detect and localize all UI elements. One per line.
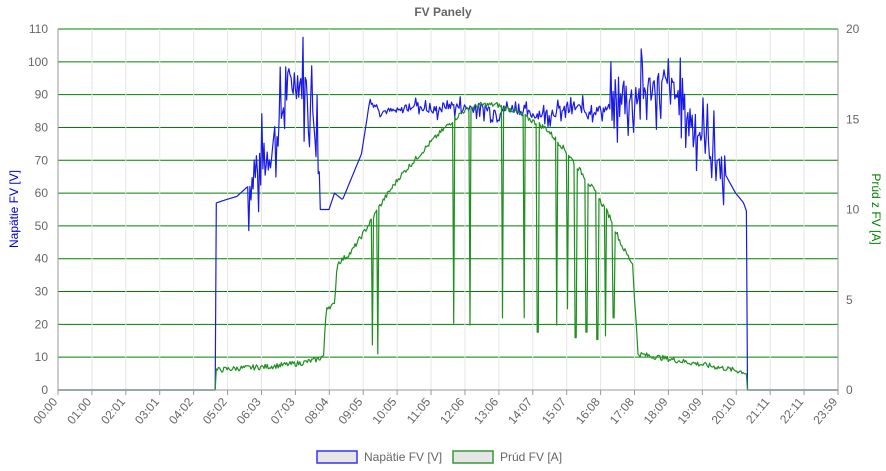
y-left-tick-label: 60 <box>35 186 49 200</box>
y-right-axis-title: Prúd z FV [A] <box>869 173 883 244</box>
x-tick-label: 03:01 <box>132 395 162 427</box>
x-tick-label: 10:05 <box>369 395 399 427</box>
x-tick-label: 19:09 <box>675 395 705 427</box>
grid <box>57 28 839 391</box>
x-tick-label: 14:07 <box>505 395 535 427</box>
x-tick-label: 20:10 <box>709 395 739 427</box>
x-tick-label: 12:06 <box>437 395 467 427</box>
x-tick-label: 05:02 <box>200 395 230 427</box>
legend-item-voltage[interactable]: Napätie FV [V] <box>316 450 442 464</box>
x-tick-label: 06:03 <box>234 395 264 427</box>
legend-label-voltage: Napätie FV [V] <box>364 450 442 464</box>
legend: Napätie FV [V] Prúd FV [A] <box>316 450 562 464</box>
x-tick-label: 16:08 <box>573 395 603 427</box>
x-tick-label: 01:00 <box>64 395 94 427</box>
legend-item-current[interactable]: Prúd FV [A] <box>452 450 562 464</box>
legend-swatch-current <box>452 450 494 464</box>
series-line-voltage <box>58 36 838 391</box>
x-tick-label: 08:04 <box>302 395 332 427</box>
y-left-axis-title: Napätie FV [V] <box>7 170 21 248</box>
y-left-tick-label: 90 <box>35 88 49 102</box>
x-tick-label: 18:09 <box>641 395 671 427</box>
x-tick-label: 13:06 <box>471 395 501 427</box>
y-right-tick-label: 20 <box>846 22 860 36</box>
y-right-tick-label: 15 <box>846 112 860 126</box>
series-line-current <box>58 101 838 391</box>
legend-label-current: Prúd FV [A] <box>500 450 562 464</box>
y-left-tick-label: 110 <box>29 22 48 36</box>
legend-swatch-voltage <box>316 450 358 464</box>
x-tick-label: 15:07 <box>539 395 569 427</box>
x-tick-label: 23:59 <box>810 395 840 427</box>
y-left-tick-label: 0 <box>41 383 48 397</box>
x-tick-label: 09:05 <box>335 395 365 427</box>
x-tick-label: 00:00 <box>30 395 60 427</box>
y-left-tick-label: 20 <box>35 317 49 331</box>
x-tick-label: 11:05 <box>404 395 434 427</box>
series-layer <box>58 36 838 391</box>
x-tick-label: 07:03 <box>268 395 298 427</box>
y-left-tick-label: 50 <box>35 219 49 233</box>
y-left-tick-label: 40 <box>35 252 49 266</box>
x-tick-label: 22:11 <box>777 395 807 427</box>
x-tick-label: 04:02 <box>166 395 196 427</box>
y-right-tick-label: 5 <box>846 293 853 307</box>
chart-title: FV Panely <box>414 5 472 19</box>
y-right-tick-label: 0 <box>846 383 853 397</box>
y-left-tick-label: 80 <box>35 120 49 134</box>
y-left-tick-label: 10 <box>35 350 49 364</box>
y-right-tick-label: 10 <box>846 203 860 217</box>
y-left-tick-label: 70 <box>35 153 49 167</box>
x-tick-label: 17:08 <box>607 395 637 427</box>
axes: 0 10 20 30 40 50 60 70 80 90 100 110 0 5 10 15 20 00:00 01… <box>28 22 860 427</box>
x-tick-label: 02:01 <box>98 395 128 427</box>
x-tick-label: 21:11 <box>743 395 773 427</box>
y-left-tick-label: 30 <box>35 285 49 299</box>
y-left-tick-label: 100 <box>28 55 48 69</box>
